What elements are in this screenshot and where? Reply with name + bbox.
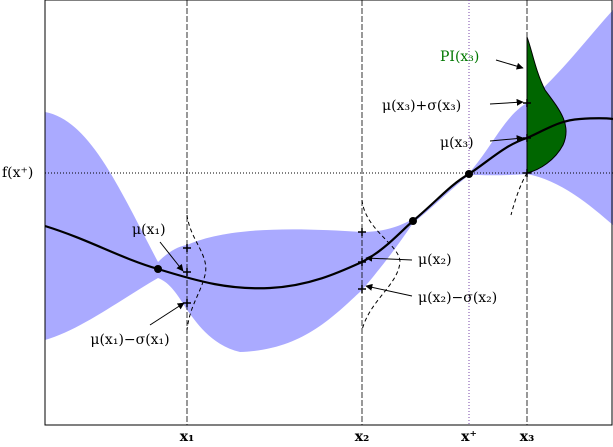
arrow	[495, 59, 524, 70]
observation	[465, 170, 473, 178]
label: μ(x₁)	[132, 222, 166, 238]
label: PI(x₃)	[440, 49, 479, 65]
frame	[44, 0, 613, 426]
observation	[409, 217, 417, 225]
pi-region	[526, 36, 567, 174]
arrow	[159, 241, 184, 272]
gaussian-x2	[361, 199, 401, 331]
arrow	[489, 98, 524, 106]
arrow	[149, 302, 185, 326]
observations	[154, 170, 473, 273]
x-label: x₁	[180, 429, 194, 445]
gaussian-x1	[186, 214, 207, 331]
x-label: x₂	[355, 429, 369, 445]
x-label: x₃	[520, 429, 534, 445]
arrow	[365, 254, 413, 262]
observation	[154, 265, 162, 273]
label: μ(x₂)	[418, 252, 452, 268]
gaussian-x3	[510, 172, 528, 216]
arrow	[365, 283, 413, 297]
label: μ(x₃)+σ(x₃)	[382, 98, 461, 114]
label: μ(x₁)−σ(x₁)	[90, 332, 169, 348]
arrow	[489, 135, 524, 143]
arrows	[149, 59, 524, 326]
label: μ(x₃)	[440, 135, 474, 151]
fbest-label: f(x⁺)	[2, 165, 33, 181]
markers	[183, 99, 531, 307]
plus-marks	[183, 99, 531, 307]
label: μ(x₂)−σ(x₂)	[418, 290, 497, 306]
x-label: x⁺	[461, 429, 477, 445]
